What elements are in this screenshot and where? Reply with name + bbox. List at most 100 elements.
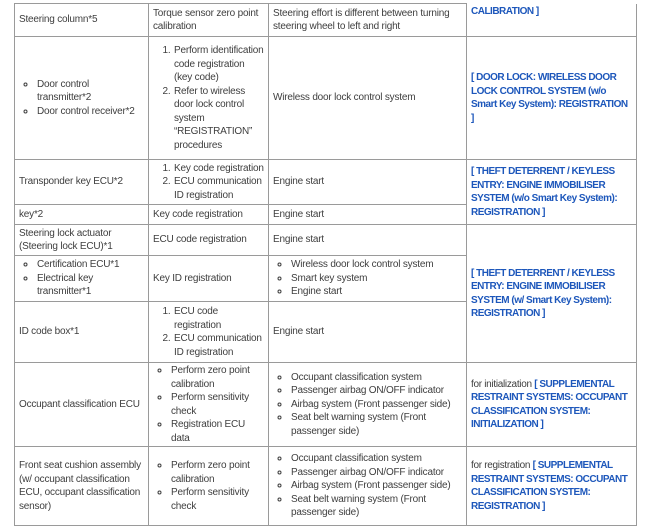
service-manual-table-view: Steering column*5 Torque sensor zero poi… xyxy=(14,3,637,526)
list-item: Engine start xyxy=(290,285,462,299)
link-cell: for registration [ SUPPLEMENTAL RESTRAIN… xyxy=(466,446,637,526)
trouble-list: Wireless door lock control system Smart … xyxy=(273,258,462,299)
link-calibration[interactable]: CALIBRATION ] xyxy=(471,5,539,17)
trouble-area-cell: Engine start xyxy=(268,301,467,363)
link-cell: for initialization [ SUPPLEMENTAL RESTRA… xyxy=(466,362,637,447)
list-item: Seat belt warning system (Front passenge… xyxy=(290,411,462,438)
list-item: Wireless door lock control system xyxy=(290,258,462,272)
list-item: Refer to wireless door lock control syst… xyxy=(173,85,264,153)
procedure-cell: Key ID registration xyxy=(148,255,269,302)
procedure-cell: ECU code registration ECU communication … xyxy=(148,301,269,363)
trouble-area-cell: Occupant classification system Passenger… xyxy=(268,362,467,447)
trouble-list: Occupant classification system Passenger… xyxy=(273,452,462,520)
trouble-label: Engine start xyxy=(273,234,324,246)
list-item: Door control transmitter*2 xyxy=(36,78,144,105)
component-label: Occupant classification ECU xyxy=(19,398,140,410)
list-item: Occupant classification system xyxy=(290,452,462,466)
list-item: Occupant classification system xyxy=(290,371,462,385)
trouble-area-cell: Engine start xyxy=(268,204,467,225)
list-item: Airbag system (Front passenger side) xyxy=(290,398,462,412)
trouble-label: Engine start xyxy=(273,208,324,220)
table-row: Front seat cushion assembly (w/ occupant… xyxy=(14,446,637,526)
trouble-area-cell: Wireless door lock control system Smart … xyxy=(268,255,467,302)
procedure-cell: Key code registration ECU communication … xyxy=(148,159,269,205)
link-cell: CALIBRATION ] xyxy=(466,3,637,37)
list-item: Passenger airbag ON/OFF indicator xyxy=(290,384,462,398)
list-item: Perform zero point calibration xyxy=(170,364,264,391)
link-prefix: for registration xyxy=(471,460,533,471)
component-label: Steering lock actuator (Steering lock EC… xyxy=(19,227,113,253)
calibration-registration-table: Steering column*5 Torque sensor zero poi… xyxy=(14,3,637,526)
link-ocs-initialization[interactable]: [ SUPPLEMENTAL RESTRAINT SYSTEMS: OCCUPA… xyxy=(471,378,628,431)
link-prefix: for initialization xyxy=(471,378,535,390)
table-row: Door control transmitter*2 Door control … xyxy=(14,36,637,160)
list-item: ECU communication ID registration xyxy=(173,332,264,359)
list-item: ECU communication ID registration xyxy=(173,175,264,202)
component-label: ID code box*1 xyxy=(19,326,80,338)
procedure-steps: ECU code registration ECU communication … xyxy=(153,305,264,359)
trouble-label: Engine start xyxy=(273,176,324,188)
trouble-label: Engine start xyxy=(273,326,324,338)
list-item: Door control receiver*2 xyxy=(36,105,144,119)
component-cell: Front seat cushion assembly (w/ occupant… xyxy=(14,446,149,526)
link-cell: [ THEFT DETERRENT / KEYLESS ENTRY: ENGIN… xyxy=(466,224,637,363)
trouble-label: Steering effort is different between tur… xyxy=(273,7,450,33)
table-row: Transponder key ECU*2 Key code registrat… xyxy=(14,159,637,225)
trouble-area-cell: Engine start xyxy=(268,159,467,205)
procedure-label: Torque sensor zero point calibration xyxy=(153,7,259,33)
trouble-area-cell: Occupant classification system Passenger… xyxy=(268,446,467,526)
trouble-list: Occupant classification system Passenger… xyxy=(273,371,462,439)
component-cell: Transponder key ECU*2 xyxy=(14,159,149,205)
list-item: Seat belt warning system (Front passenge… xyxy=(290,493,462,520)
procedure-cell: Perform zero point calibration Perform s… xyxy=(148,446,269,526)
component-label: Transponder key ECU*2 xyxy=(19,176,123,188)
list-item: Perform sensitivity check xyxy=(170,486,264,513)
procedure-cell: Key code registration xyxy=(148,204,269,225)
component-label: Steering column*5 xyxy=(19,14,98,26)
table-row: ID code box*1 ECU code registration ECU … xyxy=(14,301,637,363)
component-list: Door control transmitter*2 Door control … xyxy=(19,78,144,119)
table-row: key*2 Key code registration Engine start xyxy=(14,204,637,225)
list-item: Airbag system (Front passenger side) xyxy=(290,479,462,493)
list-item: Perform identification code registration… xyxy=(173,44,264,85)
list-item: Electrical key transmitter*1 xyxy=(36,272,144,299)
table-row: Steering lock actuator (Steering lock EC… xyxy=(14,224,637,363)
list-item: Registration ECU data xyxy=(170,418,264,445)
component-cell: Door control transmitter*2 Door control … xyxy=(14,36,149,160)
list-item: ECU code registration xyxy=(173,305,264,332)
link-cell: [ DOOR LOCK: WIRELESS DOOR LOCK CONTROL … xyxy=(466,36,637,160)
component-cell: ID code box*1 xyxy=(14,301,149,363)
list-item: Perform zero point calibration xyxy=(170,459,264,486)
procedure-list: Perform zero point calibration Perform s… xyxy=(153,459,264,513)
procedure-cell: Perform zero point calibration Perform s… xyxy=(148,362,269,447)
link-cell: [ THEFT DETERRENT / KEYLESS ENTRY: ENGIN… xyxy=(466,159,637,225)
component-cell: Certification ECU*1 Electrical key trans… xyxy=(14,255,149,302)
trouble-area-cell: Steering effort is different between tur… xyxy=(268,3,467,37)
trouble-label: Wireless door lock control system xyxy=(273,92,416,104)
table-row: Occupant classification ECU Perform zero… xyxy=(14,362,637,447)
list-item: Passenger airbag ON/OFF indicator xyxy=(290,466,462,480)
list-item: Perform sensitivity check xyxy=(170,391,264,418)
component-label: Front seat cushion assembly (w/ occupant… xyxy=(19,460,141,512)
procedure-steps: Key code registration ECU communication … xyxy=(153,162,264,203)
component-cell: Steering column*5 xyxy=(14,3,149,37)
trouble-area-cell: Wireless door lock control system xyxy=(268,36,467,160)
table-row: Certification ECU*1 Electrical key trans… xyxy=(14,255,637,302)
trouble-area-cell: Engine start xyxy=(268,224,467,256)
link-immobiliser-wo-smart-key[interactable]: [ THEFT DETERRENT / KEYLESS ENTRY: ENGIN… xyxy=(471,166,618,218)
component-label: key*2 xyxy=(19,208,44,220)
list-item: Smart key system xyxy=(290,272,462,286)
procedure-cell: ECU code registration xyxy=(148,224,269,256)
link-immobiliser-w-smart-key[interactable]: [ THEFT DETERRENT / KEYLESS ENTRY: ENGIN… xyxy=(471,267,615,320)
procedure-list: Perform zero point calibration Perform s… xyxy=(153,364,264,445)
link-door-lock-registration[interactable]: [ DOOR LOCK: WIRELESS DOOR LOCK CONTROL … xyxy=(471,72,628,124)
component-cell: Steering lock actuator (Steering lock EC… xyxy=(14,224,149,256)
procedure-steps: Perform identification code registration… xyxy=(153,44,264,152)
procedure-cell: Torque sensor zero point calibration xyxy=(148,3,269,37)
component-cell: key*2 xyxy=(14,204,149,225)
table-row: Steering column*5 Torque sensor zero poi… xyxy=(14,3,637,37)
procedure-label: Key ID registration xyxy=(153,272,232,284)
component-cell: Occupant classification ECU xyxy=(14,362,149,447)
list-item: Certification ECU*1 xyxy=(36,258,144,272)
procedure-cell: Perform identification code registration… xyxy=(148,36,269,160)
